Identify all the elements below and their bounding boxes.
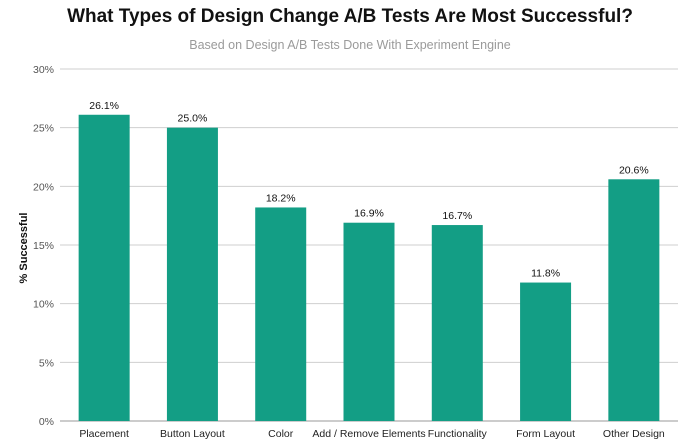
y-tick-label: 10% bbox=[33, 299, 54, 311]
value-label: 20.6% bbox=[619, 164, 649, 176]
category-label: Button Layout bbox=[160, 428, 225, 440]
category-label: Form Layout bbox=[516, 428, 575, 440]
y-tick-label: 5% bbox=[39, 357, 54, 369]
category-label: Other Design bbox=[603, 428, 665, 440]
value-label: 18.2% bbox=[266, 192, 296, 204]
bar bbox=[520, 282, 572, 421]
y-tick-label: 30% bbox=[33, 64, 54, 76]
bar bbox=[343, 222, 395, 421]
bar bbox=[431, 225, 483, 421]
bar bbox=[608, 179, 660, 421]
bar bbox=[255, 207, 307, 421]
y-axis-ticks: 0% 5% 10% 15% 20% 25% 30% bbox=[33, 64, 54, 428]
value-label: 16.9% bbox=[354, 208, 384, 220]
category-label: Color bbox=[268, 428, 294, 440]
bars bbox=[78, 114, 660, 422]
y-tick-label: 20% bbox=[33, 181, 54, 193]
category-labels: Placement Button Layout Color Add / Remove … bbox=[79, 428, 665, 440]
bar bbox=[166, 127, 218, 422]
y-tick-label: 25% bbox=[33, 123, 54, 135]
chart-subtitle: Based on Design A/B Tests Done With Expe… bbox=[189, 38, 511, 52]
y-tick-label: 0% bbox=[39, 416, 54, 428]
category-label: Add / Remove Elements bbox=[312, 428, 425, 440]
gridlines bbox=[60, 68, 678, 422]
category-label: Placement bbox=[79, 428, 129, 440]
chart-title: What Types of Design Change A/B Tests Ar… bbox=[67, 6, 633, 27]
y-axis-label: % Successful bbox=[18, 213, 30, 284]
value-label: 26.1% bbox=[89, 100, 119, 112]
bar bbox=[78, 114, 130, 421]
value-labels: 26.1% 25.0% 18.2% 16.9% 16.7% 11.8% 20.6% bbox=[89, 100, 648, 280]
value-label: 11.8% bbox=[531, 268, 560, 280]
y-tick-label: 15% bbox=[33, 240, 54, 252]
value-label: 25.0% bbox=[178, 113, 208, 125]
value-label: 16.7% bbox=[442, 210, 472, 222]
category-label: Functionality bbox=[428, 428, 488, 440]
